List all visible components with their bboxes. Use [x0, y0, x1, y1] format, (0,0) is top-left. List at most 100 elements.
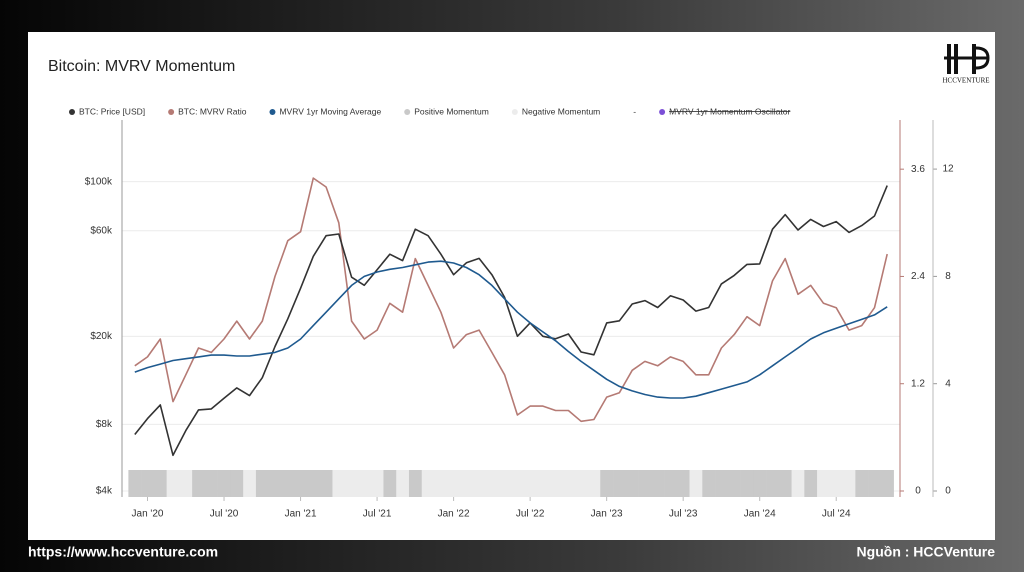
- momentum-band: [868, 470, 882, 497]
- momentum-band: [702, 470, 716, 497]
- momentum-band: [855, 470, 869, 497]
- legend-label: -: [633, 106, 636, 116]
- card: [28, 32, 995, 540]
- momentum-band: [817, 470, 831, 497]
- y3-tick-label: 12: [942, 164, 954, 175]
- momentum-band: [230, 470, 244, 497]
- momentum-band: [434, 470, 448, 497]
- series-line: [134, 185, 888, 457]
- legend-label: Negative Momentum: [522, 106, 600, 116]
- x-tick-label: Jan '20: [132, 509, 164, 520]
- legend-marker: [168, 109, 175, 115]
- momentum-band: [664, 470, 678, 497]
- momentum-band: [498, 470, 512, 497]
- legend-label: Positive Momentum: [414, 106, 489, 116]
- momentum-band: [651, 470, 665, 497]
- momentum-band: [613, 470, 627, 497]
- x-tick-label: Jan '23: [591, 509, 623, 520]
- momentum-band: [676, 470, 690, 497]
- legend-marker: [269, 109, 276, 115]
- momentum-band: [141, 470, 155, 497]
- momentum-band: [459, 470, 474, 497]
- y3-tick-label: 8: [945, 271, 951, 282]
- momentum-band: [472, 470, 486, 497]
- momentum-band: [306, 470, 320, 497]
- momentum-band: [179, 470, 193, 497]
- y-tick-label: $60k: [90, 225, 113, 236]
- momentum-band: [600, 470, 614, 497]
- footer-source: Nguồn : HCCVenture: [857, 544, 996, 560]
- momentum-band: [778, 470, 792, 497]
- momentum-band: [753, 470, 767, 497]
- momentum-band: [562, 470, 576, 497]
- momentum-band: [166, 470, 180, 497]
- momentum-band: [408, 470, 423, 497]
- x-tick-label: Jul '24: [822, 509, 851, 520]
- momentum-band: [829, 470, 843, 497]
- momentum-band: [727, 470, 741, 497]
- legend-label: BTC: Price [USD]: [79, 106, 145, 116]
- momentum-band: [217, 470, 231, 497]
- momentum-band: [638, 470, 652, 497]
- logo-text: HCCVENTURE: [942, 77, 989, 85]
- momentum-band: [740, 470, 754, 497]
- legend-marker: [511, 109, 518, 115]
- momentum-band: [587, 470, 601, 497]
- chart-title: Bitcoin: MVRV Momentum: [48, 58, 235, 75]
- momentum-band: [625, 470, 639, 497]
- y2-tick-label: 3.6: [911, 164, 925, 175]
- momentum-band: [153, 470, 167, 497]
- momentum-band: [447, 470, 461, 497]
- momentum-band: [804, 470, 818, 497]
- momentum-band: [192, 470, 206, 497]
- y2-tick-label: 0: [915, 486, 921, 497]
- momentum-band: [357, 470, 372, 497]
- momentum-band: [281, 470, 295, 497]
- legend-label: MVRV 1yr Moving Average: [279, 106, 381, 116]
- momentum-band: [255, 470, 269, 497]
- y-tick-label: $8k: [96, 419, 113, 430]
- momentum-band: [370, 470, 384, 497]
- x-tick-label: Jul '20: [210, 509, 239, 520]
- x-tick-label: Jan '22: [438, 509, 470, 520]
- momentum-band: [689, 470, 703, 497]
- momentum-band: [549, 470, 563, 497]
- y2-tick-label: 1.2: [911, 378, 925, 389]
- y2-tick-label: 2.4: [911, 271, 925, 282]
- y-tick-label: $100k: [85, 176, 113, 187]
- momentum-band: [319, 470, 333, 497]
- legend-marker: [659, 109, 666, 115]
- momentum-band: [345, 470, 359, 497]
- logo: HCCVENTURE: [942, 44, 990, 85]
- momentum-band: [485, 470, 499, 497]
- x-tick-label: Jul '23: [669, 509, 698, 520]
- momentum-band: [332, 470, 346, 497]
- momentum-band: [243, 470, 257, 497]
- momentum-band: [536, 470, 550, 497]
- legend-label: BTC: MVRV Ratio: [178, 106, 247, 116]
- x-tick-label: Jan '24: [744, 509, 776, 520]
- momentum-band: [574, 470, 588, 497]
- momentum-band: [880, 470, 894, 497]
- legend-label: MVRV 1yr Momentum Oscillator: [669, 106, 790, 116]
- y-tick-label: $20k: [90, 331, 113, 342]
- y3-tick-label: 0: [945, 486, 951, 497]
- momentum-band: [383, 470, 397, 497]
- momentum-band: [842, 470, 856, 497]
- x-tick-label: Jul '21: [363, 509, 392, 520]
- momentum-band: [766, 470, 780, 497]
- series-line: [134, 260, 888, 399]
- momentum-band: [523, 470, 537, 497]
- momentum-band: [204, 470, 218, 497]
- momentum-band: [421, 470, 435, 497]
- momentum-band: [511, 470, 525, 497]
- x-tick-label: Jan '21: [285, 509, 317, 520]
- x-tick-label: Jul '22: [516, 509, 545, 520]
- series-line: [134, 177, 888, 423]
- legend-marker: [69, 109, 75, 115]
- momentum-band: [294, 470, 308, 497]
- y3-tick-label: 4: [945, 378, 951, 389]
- momentum-band: [268, 470, 282, 497]
